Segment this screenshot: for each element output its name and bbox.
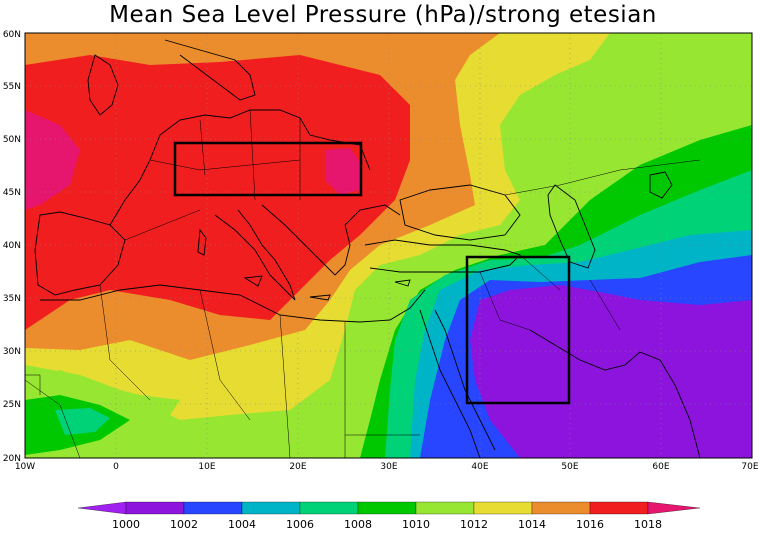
lon-label: 10E <box>198 462 215 472</box>
colorbar-label: 1012 <box>460 518 488 531</box>
grid-lines <box>25 33 752 458</box>
lat-axis: 60N 55N 50N 45N 40N 35N 30N 25N 20N <box>3 30 21 464</box>
coast-iberia <box>34 211 126 296</box>
lat-label: 25N <box>3 400 21 410</box>
lon-label: 20E <box>289 462 306 472</box>
lon-axis: 10W 0 10E 20E 30E 40E 50E 60E 70E <box>15 462 759 472</box>
coast-britain <box>87 54 119 116</box>
lat-label: 40N <box>3 241 21 251</box>
colorbar-segment <box>415 501 475 515</box>
lon-label: 50E <box>561 462 578 472</box>
colorbar-segment <box>183 501 243 515</box>
coast-scandinavia <box>164 39 256 101</box>
coast-north-africa <box>40 284 426 323</box>
lon-label: 10W <box>15 462 35 472</box>
coast-red-sea <box>419 309 496 458</box>
coast-arabia <box>639 351 701 458</box>
colorbar-segment <box>357 501 417 515</box>
colorbar-label: 1018 <box>634 518 662 531</box>
colorbar-segment <box>125 501 185 515</box>
lat-label: 20N <box>3 454 21 464</box>
colorbar-label: 1002 <box>170 518 198 531</box>
lat-label: 45N <box>3 188 21 198</box>
lat-label: 55N <box>3 82 21 92</box>
map-title: Mean Sea Level Pressure (hPa)/strong ete… <box>109 2 657 28</box>
lat-label: 50N <box>3 135 21 145</box>
colorbar-segment <box>589 501 649 515</box>
lat-label: 35N <box>3 294 21 304</box>
map-frame <box>24 32 753 459</box>
coast-aral <box>649 171 673 199</box>
colorbar-segment <box>531 501 591 515</box>
lon-label: 40E <box>471 462 488 472</box>
contour-1018-west <box>25 110 80 210</box>
colorbar-label: 1010 <box>402 518 430 531</box>
region-box-central-europe <box>173 141 363 197</box>
colorbar-label: 1006 <box>286 518 314 531</box>
contour-1018-east <box>325 148 362 195</box>
lat-label: 30N <box>3 347 21 357</box>
coast-italy <box>214 209 296 301</box>
colorbar-low-arrow <box>77 501 127 515</box>
contour-1016 <box>25 55 410 330</box>
colorbar-label: 1000 <box>112 518 140 531</box>
lon-label: 60E <box>652 462 669 472</box>
colorbar-segment <box>473 501 533 515</box>
lon-label: 70E <box>741 462 758 472</box>
colorbar-segment <box>299 501 359 515</box>
coast-france-italy <box>109 109 371 226</box>
colorbar-high-arrow <box>647 501 701 515</box>
coast-black-sea <box>399 184 521 241</box>
lat-label: 60N <box>3 30 21 40</box>
lon-label: 30E <box>380 462 397 472</box>
colorbar-label: 1008 <box>344 518 372 531</box>
colorbar-label: 1004 <box>228 518 256 531</box>
colorbar: 1000 1002 1004 1006 1008 1010 1012 1014 … <box>77 501 701 531</box>
contour-1000-east <box>470 285 752 458</box>
lon-label: 0 <box>113 462 119 472</box>
coast-sardinia-sicily <box>197 228 263 287</box>
region-box-middle-east <box>465 255 571 405</box>
borders <box>25 109 701 458</box>
coast-caspian <box>547 184 596 269</box>
coast-crete-cyprus <box>309 279 411 301</box>
pressure-contours <box>25 33 752 458</box>
coast-persian-gulf <box>529 329 641 371</box>
coast-balkans <box>261 204 401 276</box>
colorbar-segment <box>241 501 301 515</box>
coastlines <box>34 39 701 458</box>
colorbar-label: 1014 <box>518 518 546 531</box>
colorbar-label: 1016 <box>576 518 604 531</box>
